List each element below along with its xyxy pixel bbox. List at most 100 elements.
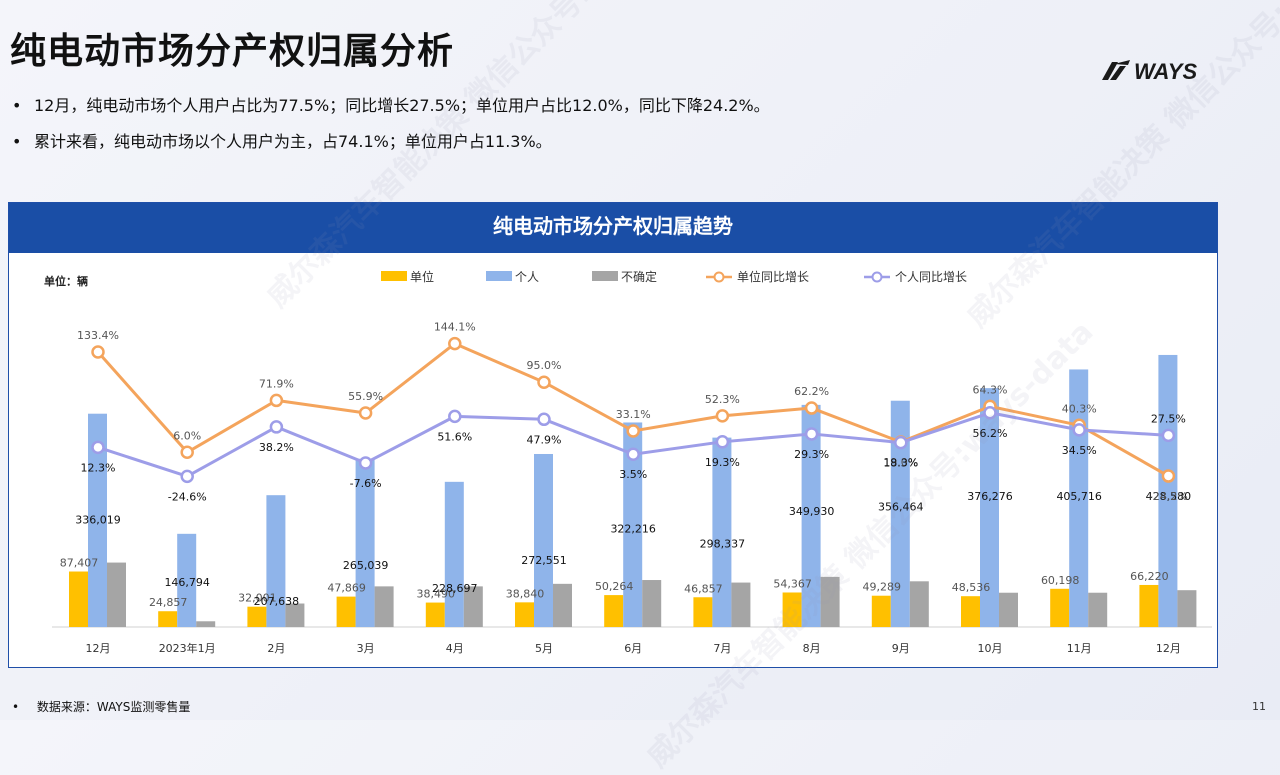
bar-unit-0: [69, 571, 88, 627]
personal-growth-point-6: [626, 447, 640, 461]
legend-label-1: 个人: [515, 270, 539, 284]
unit-growth-point-5: [537, 375, 551, 389]
x-tick-label-0: 12月: [86, 642, 111, 655]
bar-personal-6: [623, 422, 643, 627]
label-unit-9: 49,289: [863, 581, 902, 594]
unit-growth-label-5: 95.0%: [527, 359, 562, 372]
bar-unknown-5: [553, 583, 572, 627]
trend-chart: 单位：辆 单位 个人 不确定 单位同比增长 个人同比增长 12月 87,407 336,019 2…: [44, 269, 1212, 655]
bar-personal-10: [980, 388, 999, 627]
page-number: 11: [1252, 700, 1266, 713]
bar-unknown-12: [1177, 590, 1197, 627]
bar-unit-6: [604, 595, 624, 627]
personal-growth-label-0: 12.3%: [81, 461, 116, 474]
label-unit-0: 87,407: [60, 557, 99, 570]
unit-growth-point-8: [804, 401, 819, 415]
label-unit-7: 46,857: [684, 582, 723, 595]
label-personal-4: 228,697: [432, 582, 478, 595]
x-tick-label-12: 12月: [1156, 642, 1181, 655]
personal-growth-point-10: [983, 406, 997, 420]
label-unit-10: 48,536: [952, 581, 991, 594]
legend-label-3: 单位同比增长: [737, 269, 809, 284]
bar-personal-2: [266, 495, 286, 627]
bar-personal-1: [177, 533, 197, 627]
personal-growth-label-2: 38.2%: [259, 441, 294, 454]
x-tick-label-10: 10月: [978, 642, 1003, 655]
bar-unknown-9: [909, 581, 929, 627]
x-tick-label-6: 6月: [624, 642, 642, 655]
bar-unit-9: [871, 595, 891, 627]
personal-growth-point-2: [269, 420, 284, 434]
label-unit-3: 47,869: [327, 582, 366, 595]
personal-growth-label-3: -7.6%: [350, 477, 382, 490]
bar-unit-8: [782, 592, 802, 627]
legend-label-2: 不确定: [621, 269, 657, 284]
ways-logo-text: WAYS: [1134, 59, 1197, 84]
unit-growth-label-10: 64.3%: [973, 383, 1008, 396]
unit-growth-point-12: [1161, 469, 1176, 483]
legend-label-0: 单位: [410, 269, 434, 284]
bar-personal-0: [88, 413, 107, 627]
label-personal-7: 298,337: [700, 538, 746, 551]
personal-growth-point-4: [448, 409, 462, 424]
bar-unknown-11: [1088, 592, 1108, 627]
bar-personal-4: [444, 481, 464, 627]
unit-growth-label-4: 144.1%: [434, 321, 476, 334]
summary-bullets: 12月，纯电动市场个人用户占比为77.5%；同比增长27.5%；单位用户占比12…: [12, 92, 770, 164]
x-tick-label-11: 11月: [1067, 642, 1092, 655]
personal-growth-label-7: 19.3%: [705, 456, 740, 469]
x-tick-label-8: 8月: [803, 642, 821, 655]
personal-growth-point-0: [91, 440, 105, 455]
bar-personal-9: [890, 400, 910, 627]
personal-growth-label-6: 3.5%: [619, 468, 647, 481]
data-source-label: 数据来源：WAYS监测零售量: [36, 700, 191, 714]
personal-growth-point-11: [1072, 423, 1086, 437]
unit-growth-label-9: 19.0%: [883, 456, 918, 469]
bar-unknown-6: [642, 580, 662, 627]
label-personal-9: 356,464: [878, 501, 924, 514]
unit-growth-point-0: [91, 345, 105, 359]
bar-unknown-3: [374, 586, 394, 627]
bar-unknown-7: [731, 582, 751, 627]
unit-growth-label-11: 40.3%: [1062, 402, 1097, 415]
personal-growth-point-7: [715, 435, 730, 449]
label-personal-0: 336,019: [75, 514, 121, 527]
label-personal-2: 207,638: [254, 595, 300, 608]
label-unit-11: 60,198: [1041, 574, 1080, 587]
label-unit-2: 32,001: [238, 592, 277, 605]
unit-growth-label-7: 52.3%: [705, 393, 740, 406]
bar-unit-10: [961, 596, 980, 627]
bar-personal-5: [534, 453, 553, 627]
unit-label: 单位：辆: [44, 274, 88, 288]
legend-marker-3: [713, 271, 725, 283]
personal-growth-label-5: 47.9%: [527, 433, 562, 446]
data-source-footer: • 数据来源：WAYS监测零售量: [12, 698, 190, 715]
x-tick-label-5: 5月: [535, 642, 553, 655]
bullet-2: 累计来看，纯电动市场以个人用户为主，占74.1%；单位用户占11.3%。: [12, 128, 770, 164]
personal-growth-label-8: 29.3%: [794, 448, 829, 461]
legend-swatch-2: [592, 271, 618, 281]
unit-growth-label-1: 6.0%: [173, 429, 201, 442]
bar-unit-1: [158, 611, 178, 627]
label-unit-1: 24,857: [149, 596, 188, 609]
unit-growth-point-2: [269, 393, 284, 408]
personal-growth-label-11: 34.5%: [1062, 444, 1097, 457]
label-personal-12: 428,580: [1146, 490, 1192, 503]
bar-personal-3: [355, 458, 375, 627]
bar-unknown-1: [196, 621, 216, 627]
bar-unit-2: [247, 606, 267, 627]
label-personal-6: 322,216: [610, 522, 656, 535]
label-personal-11: 405,716: [1056, 490, 1102, 503]
personal-growth-point-12: [1161, 428, 1176, 443]
bar-unknown-10: [999, 592, 1018, 627]
x-tick-label-1: 2023年1月: [159, 641, 216, 655]
x-tick-label-3: 3月: [357, 642, 375, 655]
unit-growth-point-4: [448, 336, 462, 351]
personal-growth-point-3: [358, 456, 373, 470]
personal-growth-label-12: 27.5%: [1151, 412, 1186, 425]
label-personal-1: 146,794: [164, 576, 210, 589]
page-title: 纯电动市场分产权归属分析: [10, 30, 455, 72]
ways-logo: WAYS: [1102, 59, 1197, 84]
x-tick-label-4: 4月: [446, 642, 464, 655]
bar-unit-4: [425, 602, 445, 627]
